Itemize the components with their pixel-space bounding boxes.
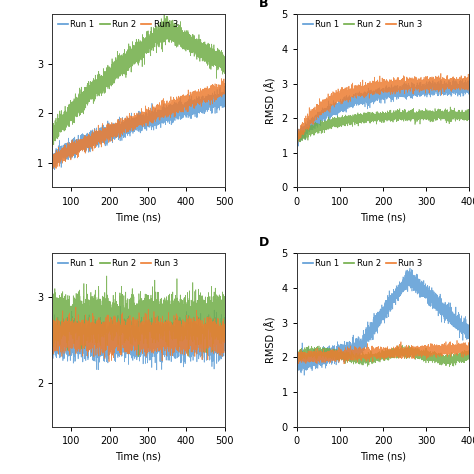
Legend: Run 1, Run 2, Run 3: Run 1, Run 2, Run 3 <box>301 18 424 31</box>
X-axis label: Time (ns): Time (ns) <box>115 451 161 461</box>
X-axis label: Time (ns): Time (ns) <box>115 212 161 222</box>
Legend: Run 1, Run 2, Run 3: Run 1, Run 2, Run 3 <box>301 257 424 270</box>
Text: D: D <box>259 237 269 249</box>
Y-axis label: RMSD (Å): RMSD (Å) <box>264 317 276 363</box>
Legend: Run 1, Run 2, Run 3: Run 1, Run 2, Run 3 <box>56 257 180 270</box>
Y-axis label: RMSD (Å): RMSD (Å) <box>264 78 276 124</box>
Legend: Run 1, Run 2, Run 3: Run 1, Run 2, Run 3 <box>56 18 180 31</box>
Text: B: B <box>259 0 268 10</box>
X-axis label: Time (ns): Time (ns) <box>360 212 406 222</box>
X-axis label: Time (ns): Time (ns) <box>360 451 406 461</box>
